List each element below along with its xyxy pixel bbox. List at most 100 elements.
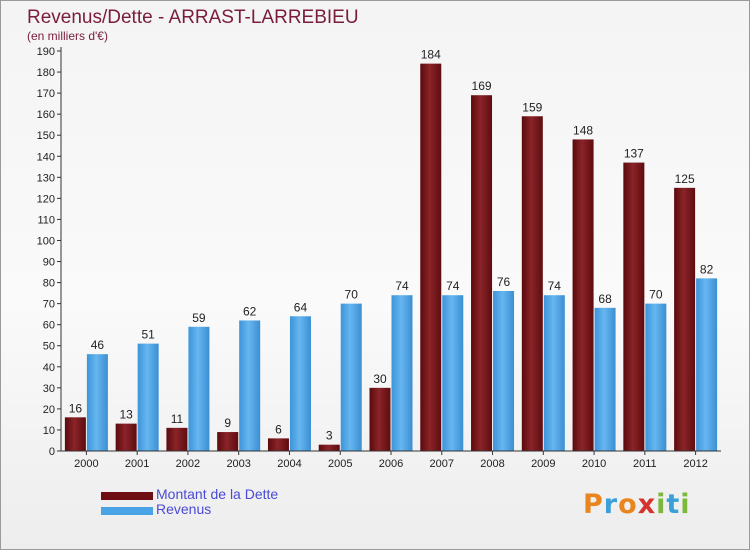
bar-revenus: [594, 307, 616, 451]
x-tick-label: 2006: [379, 458, 403, 470]
bar-revenus: [645, 303, 667, 451]
x-tick-label: 2000: [74, 458, 98, 470]
data-label-revenus: 74: [446, 279, 460, 293]
bar-dette: [623, 162, 645, 451]
y-tick-label: 170: [37, 88, 55, 100]
bar-dette: [674, 187, 696, 451]
y-tick-label: 40: [43, 362, 55, 374]
bar-dette: [369, 387, 391, 451]
x-tick-label: 2004: [277, 458, 301, 470]
x-tick-label: 2012: [683, 458, 707, 470]
y-tick-label: 180: [37, 67, 55, 79]
data-label-dette: 6: [275, 422, 282, 436]
bar-revenus: [340, 303, 362, 451]
bar-revenus: [543, 295, 565, 451]
bar-dette: [318, 444, 340, 451]
y-tick-label: 90: [43, 257, 55, 269]
y-tick-label: 140: [37, 151, 55, 163]
y-tick-label: 160: [37, 109, 55, 121]
x-tick-label: 2008: [480, 458, 504, 470]
legend-swatch-dette: [101, 492, 153, 500]
bar-revenus: [289, 316, 311, 451]
proxiti-logo: Proxiti: [583, 489, 691, 520]
bar-revenus: [239, 320, 261, 451]
data-label-dette: 148: [573, 123, 593, 137]
logo-letter: o: [618, 489, 638, 520]
data-label-revenus: 74: [395, 279, 409, 293]
data-label-dette: 125: [675, 172, 695, 186]
data-label-revenus: 82: [700, 262, 714, 276]
logo-letter: x: [637, 489, 657, 520]
logo-letter: i: [680, 489, 691, 520]
data-label-revenus: 70: [345, 288, 359, 302]
data-label-dette: 9: [224, 416, 231, 430]
data-label-dette: 13: [119, 408, 133, 422]
logo-letter: r: [603, 489, 619, 520]
y-tick-label: 120: [37, 193, 55, 205]
y-tick-label: 10: [43, 425, 55, 437]
data-label-dette: 3: [326, 429, 333, 443]
bar-dette: [64, 417, 86, 451]
x-tick-label: 2007: [430, 458, 454, 470]
x-tick-label: 2002: [176, 458, 200, 470]
x-tick-label: 2003: [226, 458, 250, 470]
logo-letter: t: [666, 489, 681, 520]
bar-revenus: [696, 278, 718, 451]
y-tick-label: 20: [43, 404, 55, 416]
bar-dette: [420, 63, 442, 451]
data-label-revenus: 62: [243, 304, 257, 318]
data-label-revenus: 74: [548, 279, 562, 293]
data-label-revenus: 76: [497, 275, 511, 289]
data-label-revenus: 51: [141, 328, 155, 342]
logo-letter: P: [583, 489, 604, 520]
data-label-dette: 30: [373, 372, 387, 386]
x-tick-label: 2010: [582, 458, 606, 470]
bar-revenus: [442, 295, 464, 451]
bar-dette: [521, 116, 543, 452]
data-label-dette: 11: [171, 412, 184, 426]
y-tick-label: 0: [49, 446, 55, 458]
data-label-dette: 169: [472, 79, 492, 93]
legend-label-revenus: Revenus: [156, 501, 212, 517]
legend-label-dette: Montant de la Dette: [156, 486, 279, 502]
data-label-revenus: 70: [649, 288, 663, 302]
bar-revenus: [86, 354, 108, 451]
bar-revenus: [493, 291, 515, 451]
y-tick-label: 190: [37, 46, 55, 58]
bar-dette: [166, 427, 188, 451]
y-tick-label: 80: [43, 278, 55, 290]
data-label-revenus: 59: [192, 311, 206, 325]
y-tick-label: 150: [37, 130, 55, 142]
y-tick-label: 50: [43, 341, 55, 353]
data-label-dette: 159: [522, 100, 542, 114]
y-tick-label: 60: [43, 320, 55, 332]
bar-revenus: [391, 295, 413, 451]
data-label-dette: 137: [624, 147, 644, 161]
y-tick-label: 70: [43, 299, 55, 311]
bar-dette: [217, 432, 239, 451]
x-tick-label: 2011: [633, 458, 657, 470]
bar-dette: [572, 139, 594, 451]
x-tick-label: 2009: [531, 458, 555, 470]
data-label-dette: 184: [421, 48, 441, 62]
data-label-revenus: 68: [598, 292, 612, 306]
bar-dette: [267, 438, 289, 451]
bar-revenus: [188, 326, 210, 451]
y-tick-label: 30: [43, 383, 55, 395]
chart-title: Revenus/Dette - ARRAST-LARREBIEU: [27, 7, 359, 28]
legend-swatch-revenus: [101, 507, 153, 515]
data-label-revenus: 46: [91, 338, 105, 352]
data-label-dette: 16: [69, 401, 83, 415]
x-tick-label: 2005: [328, 458, 352, 470]
y-tick-label: 110: [37, 214, 55, 226]
bar-dette: [471, 95, 493, 452]
data-label-revenus: 64: [294, 300, 308, 314]
logo-letter: i: [656, 489, 667, 520]
y-tick-label: 130: [37, 172, 55, 184]
y-tick-label: 100: [37, 235, 55, 247]
bar-dette: [115, 423, 137, 451]
chart-subtitle: (en milliers d'€): [27, 29, 108, 43]
x-tick-label: 2001: [125, 458, 149, 470]
